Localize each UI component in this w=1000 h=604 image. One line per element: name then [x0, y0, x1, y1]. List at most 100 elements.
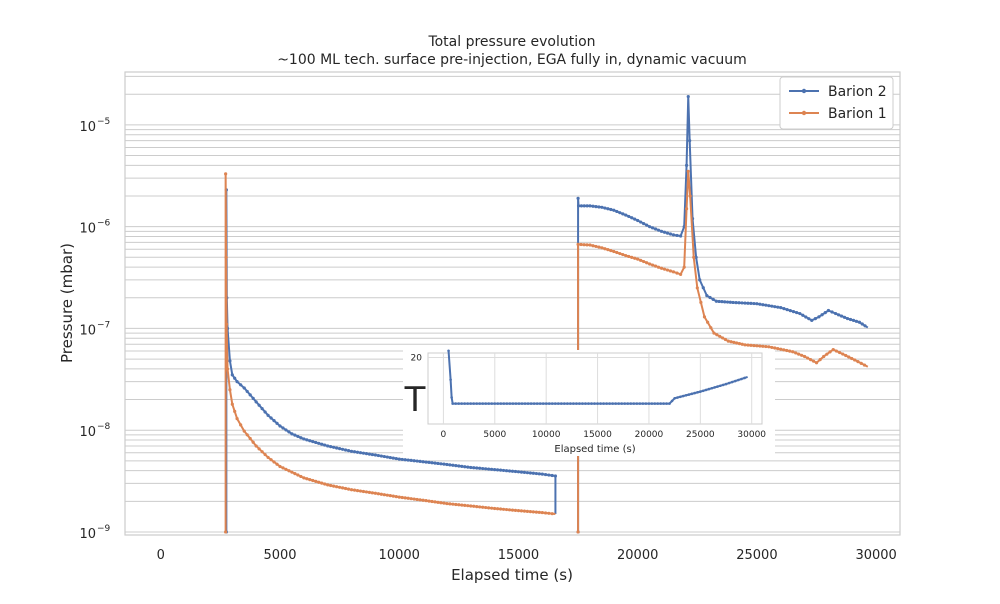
series-marker	[230, 402, 234, 406]
series-marker	[305, 477, 309, 481]
series-marker	[224, 255, 228, 259]
series-marker	[859, 361, 863, 365]
series-marker	[770, 345, 774, 350]
series-marker	[682, 265, 686, 269]
series-marker	[340, 486, 345, 490]
series-marker	[418, 498, 422, 502]
series-marker	[421, 460, 425, 464]
series-marker	[436, 500, 440, 504]
legend-marker	[801, 88, 807, 94]
series-marker	[717, 299, 721, 304]
series-marker	[409, 458, 413, 463]
series-marker	[767, 345, 771, 349]
series-marker	[675, 233, 679, 238]
series-marker	[550, 512, 554, 516]
series-marker	[296, 434, 300, 439]
inset-series-marker	[457, 402, 460, 405]
series-marker	[834, 311, 838, 316]
inset-series-marker	[454, 402, 457, 405]
series-marker	[442, 462, 446, 466]
legend-marker	[801, 110, 807, 116]
series-marker	[442, 501, 446, 505]
series-marker	[290, 470, 294, 474]
series-marker	[636, 218, 640, 223]
inset-series-marker	[650, 402, 654, 405]
series-marker	[484, 505, 488, 510]
y-tick-exponent: −9	[97, 524, 111, 534]
series-marker	[656, 228, 661, 232]
series-marker	[239, 423, 243, 427]
series-marker	[293, 433, 297, 437]
series-marker	[776, 347, 780, 351]
series-marker	[624, 213, 628, 217]
series-marker	[540, 472, 544, 476]
series-marker	[779, 347, 783, 351]
inset-series-marker	[638, 402, 642, 405]
series-marker	[804, 315, 808, 319]
inset-series-marker	[450, 396, 453, 399]
series-marker	[522, 509, 527, 513]
series-marker	[320, 442, 324, 446]
series-marker	[364, 490, 369, 494]
inset-series-marker	[590, 402, 593, 405]
series-marker	[346, 487, 351, 491]
series-marker	[439, 462, 443, 466]
series-marker	[609, 248, 613, 253]
series-marker	[547, 511, 551, 515]
series-marker	[358, 489, 363, 493]
series-marker	[397, 495, 401, 499]
series-marker	[332, 484, 336, 488]
series-marker	[278, 464, 282, 469]
series-marker	[498, 507, 503, 511]
series-marker	[513, 469, 518, 474]
series-marker	[828, 350, 832, 354]
series-marker	[679, 272, 683, 276]
series-marker	[504, 507, 509, 512]
series-marker	[260, 406, 264, 411]
main-frame	[124, 71, 901, 536]
series-marker	[537, 510, 541, 514]
series-marker	[850, 356, 854, 361]
series-marker	[773, 305, 777, 309]
series-marker	[314, 440, 318, 445]
series-marker	[415, 497, 419, 502]
series-marker	[379, 454, 383, 458]
series-marker	[621, 252, 625, 257]
series-marker	[281, 466, 285, 470]
series-marker	[720, 300, 724, 304]
inset-series-marker	[617, 402, 621, 405]
inset-series-marker	[704, 388, 708, 392]
inset-series-marker	[514, 402, 518, 405]
series-marker	[618, 211, 622, 215]
series-marker	[844, 353, 848, 358]
series-marker	[484, 467, 488, 471]
inset-series-marker	[690, 392, 694, 396]
inset-series-marker	[541, 402, 545, 405]
x-tick-label: 15000	[498, 548, 539, 563]
series-marker	[612, 249, 616, 254]
series-marker	[758, 302, 762, 306]
inset-series-marker	[724, 382, 728, 386]
series-marker	[825, 352, 829, 356]
series-marker	[830, 310, 834, 314]
series-marker	[591, 204, 595, 208]
x-axis-label: Elapsed time (s)	[451, 566, 573, 584]
inset-series-marker	[719, 384, 722, 388]
series-marker	[355, 489, 360, 493]
series-marker	[862, 363, 867, 367]
series-marker	[224, 530, 228, 534]
series-marker	[343, 486, 348, 491]
series-marker	[857, 320, 862, 324]
series-marker	[834, 349, 839, 353]
series-marker	[248, 393, 252, 397]
series-marker	[487, 467, 491, 471]
series-marker	[839, 314, 844, 318]
series-marker	[519, 470, 524, 474]
series-marker	[338, 485, 342, 489]
series-marker	[290, 432, 294, 436]
series-marker	[543, 511, 548, 515]
inset-series-marker	[740, 377, 743, 381]
inset-series-marker	[538, 402, 542, 405]
series-marker	[299, 436, 303, 440]
inset-series-marker	[676, 396, 679, 399]
